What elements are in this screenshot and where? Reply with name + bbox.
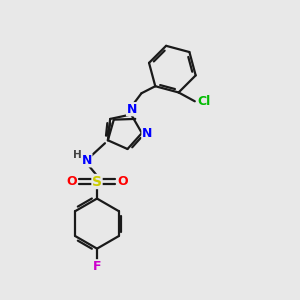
Text: O: O (66, 175, 77, 188)
Text: O: O (117, 175, 128, 188)
Text: S: S (92, 175, 102, 188)
Text: F: F (93, 260, 101, 273)
Text: N: N (127, 103, 137, 116)
Text: N: N (82, 154, 92, 167)
Text: H: H (73, 150, 82, 160)
Text: N: N (142, 127, 152, 140)
Text: Cl: Cl (197, 95, 210, 108)
